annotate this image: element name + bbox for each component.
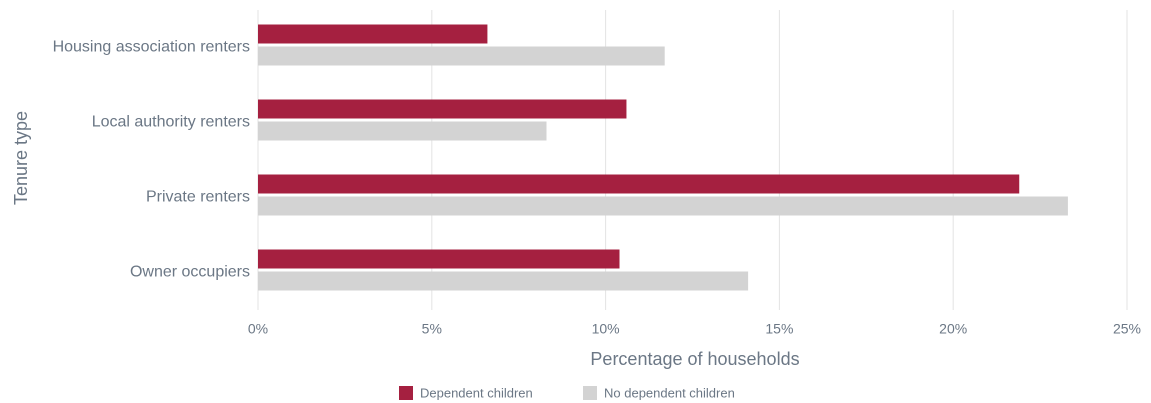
bar [258,46,665,66]
bar [258,99,627,119]
x-tick-label: 20% [939,321,967,337]
bar [258,24,488,44]
y-tick-label: Local authority renters [92,114,250,131]
legend-swatch [399,386,413,400]
bar [258,174,1020,194]
x-tick-label: 10% [592,321,620,337]
bar [258,196,1068,216]
y-tick-label: Owner occupiers [130,264,250,281]
bar [258,249,620,269]
y-axis-title: Tenure type [11,111,31,205]
bar [258,121,547,141]
legend-label: No dependent children [604,385,735,400]
y-tick-label: Housing association renters [53,39,250,56]
bar [258,271,749,291]
x-tick-label: 5% [422,321,442,337]
x-tick-label: 25% [1113,321,1141,337]
legend-label: Dependent children [420,385,533,400]
legend-swatch [583,386,597,400]
x-tick-label: 0% [248,321,268,337]
x-tick-label: 15% [765,321,793,337]
y-tick-label: Private renters [146,189,250,206]
x-axis-title: Percentage of households [590,349,799,369]
